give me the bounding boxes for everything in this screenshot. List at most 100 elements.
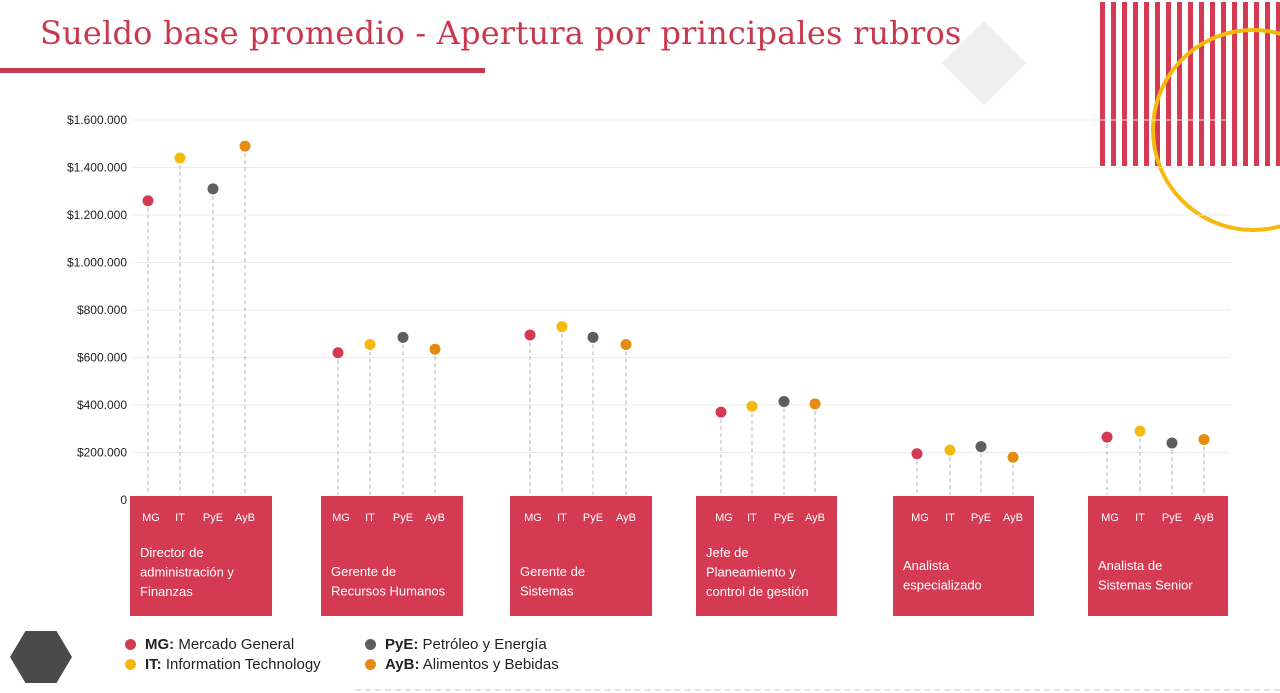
series-abbr-label: AyB xyxy=(425,512,445,524)
data-point-it xyxy=(944,444,956,456)
data-point-it xyxy=(364,338,376,350)
category-box: MG IT PyE AyB Analista especializado xyxy=(893,496,1034,616)
decorative-stripe xyxy=(1210,2,1215,166)
decorative-stripe xyxy=(1100,2,1105,166)
category-label: Sistemas xyxy=(520,584,574,599)
legend-label: Alimentos y Bebidas xyxy=(422,656,559,673)
series-abbr-label: PyE xyxy=(203,512,223,524)
category-label: Gerente de xyxy=(520,564,585,579)
legend-dot-pye xyxy=(365,639,376,650)
series-abbr-label: MG xyxy=(1101,512,1119,524)
legend: MG: Mercado General IT: Information Tech… xyxy=(125,636,605,680)
data-point-pye xyxy=(207,183,219,195)
data-point-ayb xyxy=(1007,451,1019,463)
series-abbr-label: IT xyxy=(945,512,955,524)
category-box-bg xyxy=(510,496,652,616)
data-point-mg xyxy=(332,347,344,359)
series-abbr-label: AyB xyxy=(1003,512,1023,524)
data-point-pye xyxy=(1166,437,1178,449)
page-title: Sueldo base promedio - Apertura por prin… xyxy=(40,14,962,52)
category-label: Jefe de xyxy=(706,545,749,560)
decorative-stripe xyxy=(1166,2,1171,166)
data-point-ayb xyxy=(1198,433,1210,445)
legend-abbr: IT: xyxy=(145,656,162,673)
legend-label: Mercado General xyxy=(178,636,295,653)
data-point-mg xyxy=(1101,431,1113,443)
legend-label: Information Technology xyxy=(165,656,321,673)
data-point-mg xyxy=(715,406,727,418)
decorative-stripe xyxy=(1276,2,1280,166)
decorative-stripe xyxy=(1188,2,1193,166)
category-box-bg xyxy=(1088,496,1228,616)
y-tick-label: $1.600.000 xyxy=(67,113,127,127)
y-tick-label: $400.000 xyxy=(77,398,127,412)
legend-dot-it xyxy=(125,659,136,670)
category-label: Recursos Humanos xyxy=(331,584,446,599)
category-boxes: MG IT PyE AyB Director de administración y Fin… xyxy=(130,496,1228,616)
decorative-stripes xyxy=(1100,2,1280,166)
data-point-it xyxy=(556,321,568,333)
category-label: Gerente de xyxy=(331,564,396,579)
y-tick-label: $600.000 xyxy=(77,351,127,365)
category-box: MG IT PyE AyB Gerente de Sistemas xyxy=(510,496,652,616)
decorative-stripe xyxy=(1177,2,1182,166)
series-abbr-label: IT xyxy=(1135,512,1145,524)
series-abbr-label: MG xyxy=(911,512,929,524)
data-point-pye xyxy=(587,331,599,343)
series-abbr-label: MG xyxy=(142,512,160,524)
legend-item-mg: MG: Mercado General xyxy=(125,636,294,653)
data-point-mg xyxy=(142,195,154,207)
data-point-it xyxy=(746,400,758,412)
series-abbr-label: PyE xyxy=(774,512,794,524)
data-point-it xyxy=(174,152,186,164)
data-point-pye xyxy=(778,395,790,407)
legend-item-it: IT: Information Technology xyxy=(125,656,321,673)
series-abbr-label: PyE xyxy=(583,512,603,524)
series-abbr-label: PyE xyxy=(1162,512,1182,524)
series-abbr-label: MG xyxy=(332,512,350,524)
category-label: Analista de xyxy=(1098,558,1162,573)
y-tick-label: $1.000.000 xyxy=(67,256,127,270)
data-point-ayb xyxy=(620,338,632,350)
legend-item-pye: PyE: Petróleo y Energía xyxy=(365,636,547,653)
category-label: Sistemas Senior xyxy=(1098,578,1193,593)
category-box-bg xyxy=(893,496,1034,616)
series-abbr-label: MG xyxy=(715,512,733,524)
category-label: control de gestión xyxy=(706,584,809,599)
decorative-ring xyxy=(1151,28,1280,232)
data-point-ayb xyxy=(429,343,441,355)
series-abbr-label: AyB xyxy=(235,512,255,524)
legend-abbr: PyE: xyxy=(385,636,419,653)
category-label: Director de xyxy=(140,545,204,560)
decorative-stripe xyxy=(1122,2,1127,166)
decorative-stripe xyxy=(1254,2,1259,166)
category-label: Finanzas xyxy=(140,584,193,599)
data-point-it xyxy=(1134,425,1146,437)
decorative-stripe xyxy=(1155,2,1160,166)
decorative-stripe xyxy=(1221,2,1226,166)
data-point-ayb xyxy=(809,398,821,410)
decorative-stripe xyxy=(1133,2,1138,166)
y-axis-ticks: 0 $200.000 $400.000 $600.000 $800.000 $1.000.… xyxy=(67,113,127,507)
series-abbr-label: PyE xyxy=(971,512,991,524)
y-tick-label: $800.000 xyxy=(77,303,127,317)
series-abbr-label: AyB xyxy=(805,512,825,524)
category-box: MG IT PyE AyB Analista de Sistemas Senior xyxy=(1088,496,1228,616)
category-label: Analista xyxy=(903,558,950,573)
legend-abbr: AyB: xyxy=(385,656,420,673)
y-tick-label: $200.000 xyxy=(77,446,127,460)
decorative-stripe xyxy=(1111,2,1116,166)
data-point-mg xyxy=(524,329,536,341)
title-underline xyxy=(0,68,485,73)
series-abbr-label: IT xyxy=(747,512,757,524)
decorative-dashed-line xyxy=(355,689,1280,691)
data-point-pye xyxy=(975,441,987,453)
legend-item-ayb: AyB: Alimentos y Bebidas xyxy=(365,656,559,673)
legend-dot-ayb xyxy=(365,659,376,670)
category-label: administración y xyxy=(140,565,234,580)
category-label: especializado xyxy=(903,578,982,593)
series-abbr-label: AyB xyxy=(616,512,636,524)
gridlines xyxy=(133,119,1230,453)
y-tick-label: $1.200.000 xyxy=(67,208,127,222)
